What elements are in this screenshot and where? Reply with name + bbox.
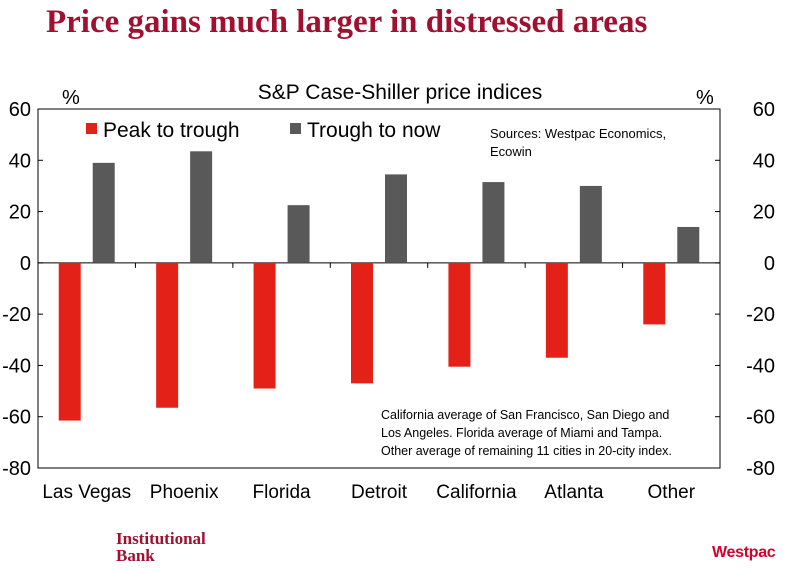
- sources-text: Sources: Westpac Economics, Ecowin: [490, 126, 666, 159]
- plot-frame: [37, 108, 721, 469]
- bar-peak-to-trough-florida: [253, 262, 276, 389]
- bar-trough-to-now-california: [482, 182, 505, 263]
- x-category-label: Florida: [253, 482, 312, 503]
- bar-peak-to-trough-atlanta: [545, 262, 568, 358]
- legend-swatch-peak-to-trough: [86, 123, 97, 134]
- logo-line-1: Institutional: [116, 529, 206, 548]
- bar-trough-to-now-las-vegas: [92, 162, 115, 263]
- bar-trough-to-now-atlanta: [579, 185, 602, 263]
- legend-swatch-trough-to-now: [290, 123, 301, 134]
- y-axis-left-labels: 60 40 20 0 -20 -40 -60 -80: [2, 99, 31, 480]
- left-axis-unit: %: [62, 87, 80, 109]
- bar-trough-to-now-other: [677, 226, 700, 263]
- y-tick-label-right: 20: [753, 202, 775, 224]
- x-category-label: Las Vegas: [42, 482, 131, 503]
- chart-title: S&P Case-Shiller price indices: [258, 81, 542, 104]
- bar-peak-to-trough-detroit: [351, 262, 373, 384]
- y-tick-label-right: -20: [746, 304, 775, 326]
- y-tick-label-left: 0: [20, 253, 31, 275]
- note-line-3: Other average of remaining 11 cities in …: [381, 444, 672, 458]
- x-category-label: Phoenix: [150, 482, 219, 503]
- institutional-bank-logo: Institutional Bank: [116, 530, 206, 564]
- sources-line-2: Ecowin: [490, 144, 532, 159]
- y-tick-label-right: 0: [764, 253, 775, 275]
- bar-trough-to-now-phoenix: [190, 151, 213, 263]
- bar-peak-to-trough-california: [448, 262, 471, 367]
- y-tick-label-left: -20: [2, 304, 31, 326]
- y-tick-label-left: -60: [2, 407, 31, 429]
- y-tick-label-left: 20: [9, 202, 31, 224]
- y-tick-label-right: -60: [746, 407, 775, 429]
- bar-peak-to-trough-other: [643, 262, 666, 325]
- y-tick-label-right: 60: [753, 99, 775, 121]
- right-axis-unit: %: [696, 87, 714, 109]
- note-line-2: Los Angeles. Florida average of Miami an…: [381, 426, 662, 440]
- y-tick-label-right: -80: [746, 458, 775, 480]
- legend-label-trough-to-now: Trough to now: [307, 119, 441, 142]
- bar-peak-to-trough-las-vegas: [58, 262, 81, 421]
- x-category-label: California: [436, 482, 517, 503]
- y-tick-label-right: 40: [753, 150, 775, 172]
- x-axis-labels: Las Vegas Phoenix Florida Detroit California…: [42, 482, 695, 503]
- x-category-label: Detroit: [351, 482, 408, 503]
- legend-label-peak-to-trough: Peak to trough: [103, 119, 240, 142]
- y-axis-right-labels: 60 40 20 0 -20 -40 -60 -80: [746, 99, 775, 480]
- x-category-label: Atlanta: [544, 482, 604, 503]
- bars: [58, 151, 700, 421]
- legend: Peak to trough Trough to now: [86, 119, 441, 142]
- y-tick-label-right: -40: [746, 355, 775, 377]
- y-tick-label-left: -40: [2, 355, 31, 377]
- sources-line-1: Sources: Westpac Economics,: [490, 126, 666, 141]
- westpac-logo: Westpac: [712, 544, 776, 561]
- logo-line-2: Bank: [116, 546, 155, 565]
- y-tick-label-left: -80: [2, 458, 31, 480]
- y-tick-label-left: 60: [9, 99, 31, 121]
- slide-title: Price gains much larger in distressed ar…: [46, 4, 648, 40]
- y-tick-label-left: 40: [9, 150, 31, 172]
- bar-trough-to-now-detroit: [385, 174, 407, 263]
- note-line-1: California average of San Francisco, San…: [381, 408, 669, 422]
- bar-peak-to-trough-phoenix: [156, 262, 179, 408]
- chart-note: California average of San Francisco, San…: [381, 408, 672, 458]
- bar-trough-to-now-florida: [287, 205, 310, 263]
- x-category-label: Other: [648, 482, 696, 503]
